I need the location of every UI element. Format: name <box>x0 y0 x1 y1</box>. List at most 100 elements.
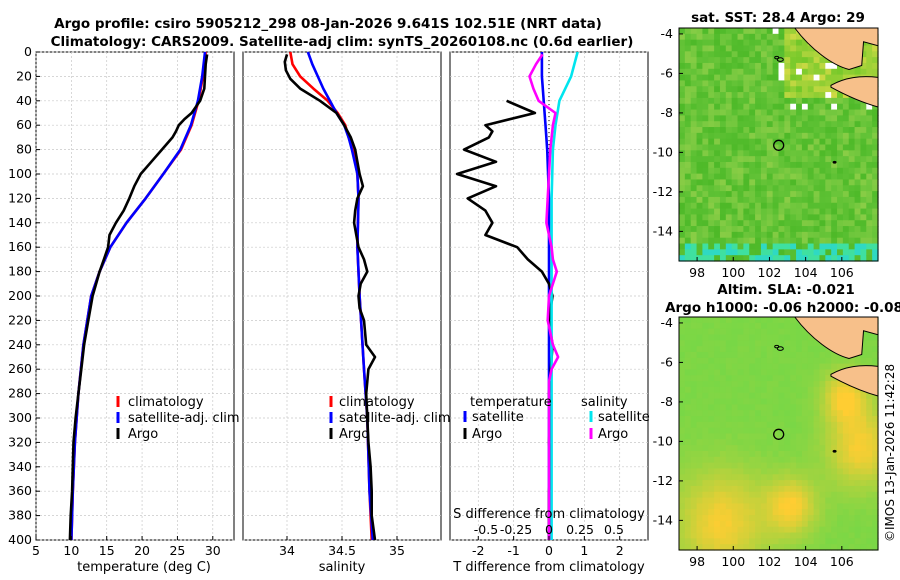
map-cell <box>772 404 780 411</box>
map-cell <box>860 45 867 52</box>
map-cell <box>842 357 850 365</box>
map-cell <box>796 334 803 341</box>
map-cell <box>801 503 809 510</box>
map-cell <box>807 468 815 475</box>
map-cell <box>696 520 704 528</box>
map-cell <box>807 357 815 365</box>
map-cell <box>749 185 756 192</box>
map-cell <box>866 538 873 545</box>
map-cell <box>807 520 815 528</box>
map-cell <box>766 317 774 324</box>
map-cell <box>796 39 803 47</box>
map-cell <box>819 226 826 233</box>
map-cell <box>790 185 797 192</box>
map-cell <box>766 450 774 458</box>
map-cell <box>714 497 721 504</box>
map-cell <box>790 392 797 400</box>
map-cell <box>749 503 756 510</box>
x-tick-label: 25 <box>169 543 185 558</box>
map-cell <box>684 28 692 35</box>
map-cell <box>772 468 780 475</box>
map-cell <box>801 92 809 99</box>
map-cell <box>772 445 780 452</box>
map-cell <box>825 538 832 545</box>
map-cell <box>743 226 750 233</box>
map-cell <box>813 68 821 76</box>
map-cell <box>714 416 721 423</box>
map-cell <box>737 115 744 122</box>
map-cell <box>866 121 873 128</box>
map-cell <box>725 340 733 347</box>
map-cell <box>831 214 838 221</box>
map-cell <box>866 132 873 140</box>
map-cell <box>719 156 727 163</box>
map-cell <box>807 243 815 250</box>
map-cell <box>766 62 774 70</box>
map-cell <box>760 196 768 204</box>
map-cell <box>714 439 721 446</box>
map-cell <box>872 255 879 262</box>
map-cell <box>708 334 715 341</box>
map-cell <box>854 121 862 128</box>
map-cell <box>684 144 692 151</box>
map-cell <box>731 538 739 545</box>
map-cell <box>737 322 744 330</box>
map-cell <box>702 439 709 446</box>
map-cell <box>679 340 686 347</box>
map-cell <box>725 363 733 371</box>
map-cell <box>708 121 715 128</box>
map-cell <box>719 392 727 400</box>
map-cell <box>690 363 698 371</box>
map-cell <box>872 121 879 128</box>
map-cell <box>837 410 844 417</box>
map-cell <box>872 220 879 227</box>
map-cell <box>737 515 744 522</box>
map-cell <box>796 237 803 245</box>
map-cell <box>772 127 780 134</box>
map-cell <box>749 439 756 446</box>
map-cell <box>825 150 832 157</box>
map-cell <box>813 231 821 239</box>
map-cell <box>819 468 826 475</box>
map-cell <box>696 450 704 458</box>
map-cell <box>778 456 785 464</box>
map-cell <box>807 173 815 181</box>
map-cell <box>743 62 750 70</box>
map-cell <box>784 485 791 493</box>
map-cell <box>825 97 832 105</box>
map-cell <box>737 392 744 400</box>
map-cell <box>872 532 879 539</box>
map-cell <box>731 456 739 464</box>
map-cell <box>731 515 739 522</box>
map-cell <box>813 226 821 233</box>
map-cell <box>743 381 750 388</box>
map-cell <box>872 161 879 169</box>
map-cell <box>760 497 768 504</box>
map-cell <box>866 515 873 522</box>
map-cell <box>778 386 785 394</box>
map-cell <box>796 132 803 140</box>
map-cell <box>708 346 715 353</box>
map-cell <box>772 196 780 204</box>
map-cell <box>755 375 762 382</box>
map-cell <box>755 427 762 435</box>
map-cell <box>790 220 797 227</box>
map-cell <box>714 410 721 417</box>
map-cell <box>714 196 721 204</box>
map-cell <box>731 150 739 157</box>
map-cell <box>778 39 785 47</box>
map-cell <box>819 392 826 400</box>
map-cell <box>796 185 803 192</box>
legend-label-t-satellite: satellite <box>472 410 524 425</box>
map-cell <box>872 144 879 151</box>
map-cell <box>872 398 879 405</box>
map-cell <box>801 398 809 405</box>
map-cell <box>702 86 709 93</box>
map-cell <box>731 243 739 250</box>
map-cell <box>714 45 721 52</box>
map-cell <box>743 167 750 175</box>
map-cell <box>842 416 850 423</box>
map-cell <box>714 255 721 262</box>
map-cell <box>696 474 704 481</box>
map-cell <box>784 351 791 359</box>
